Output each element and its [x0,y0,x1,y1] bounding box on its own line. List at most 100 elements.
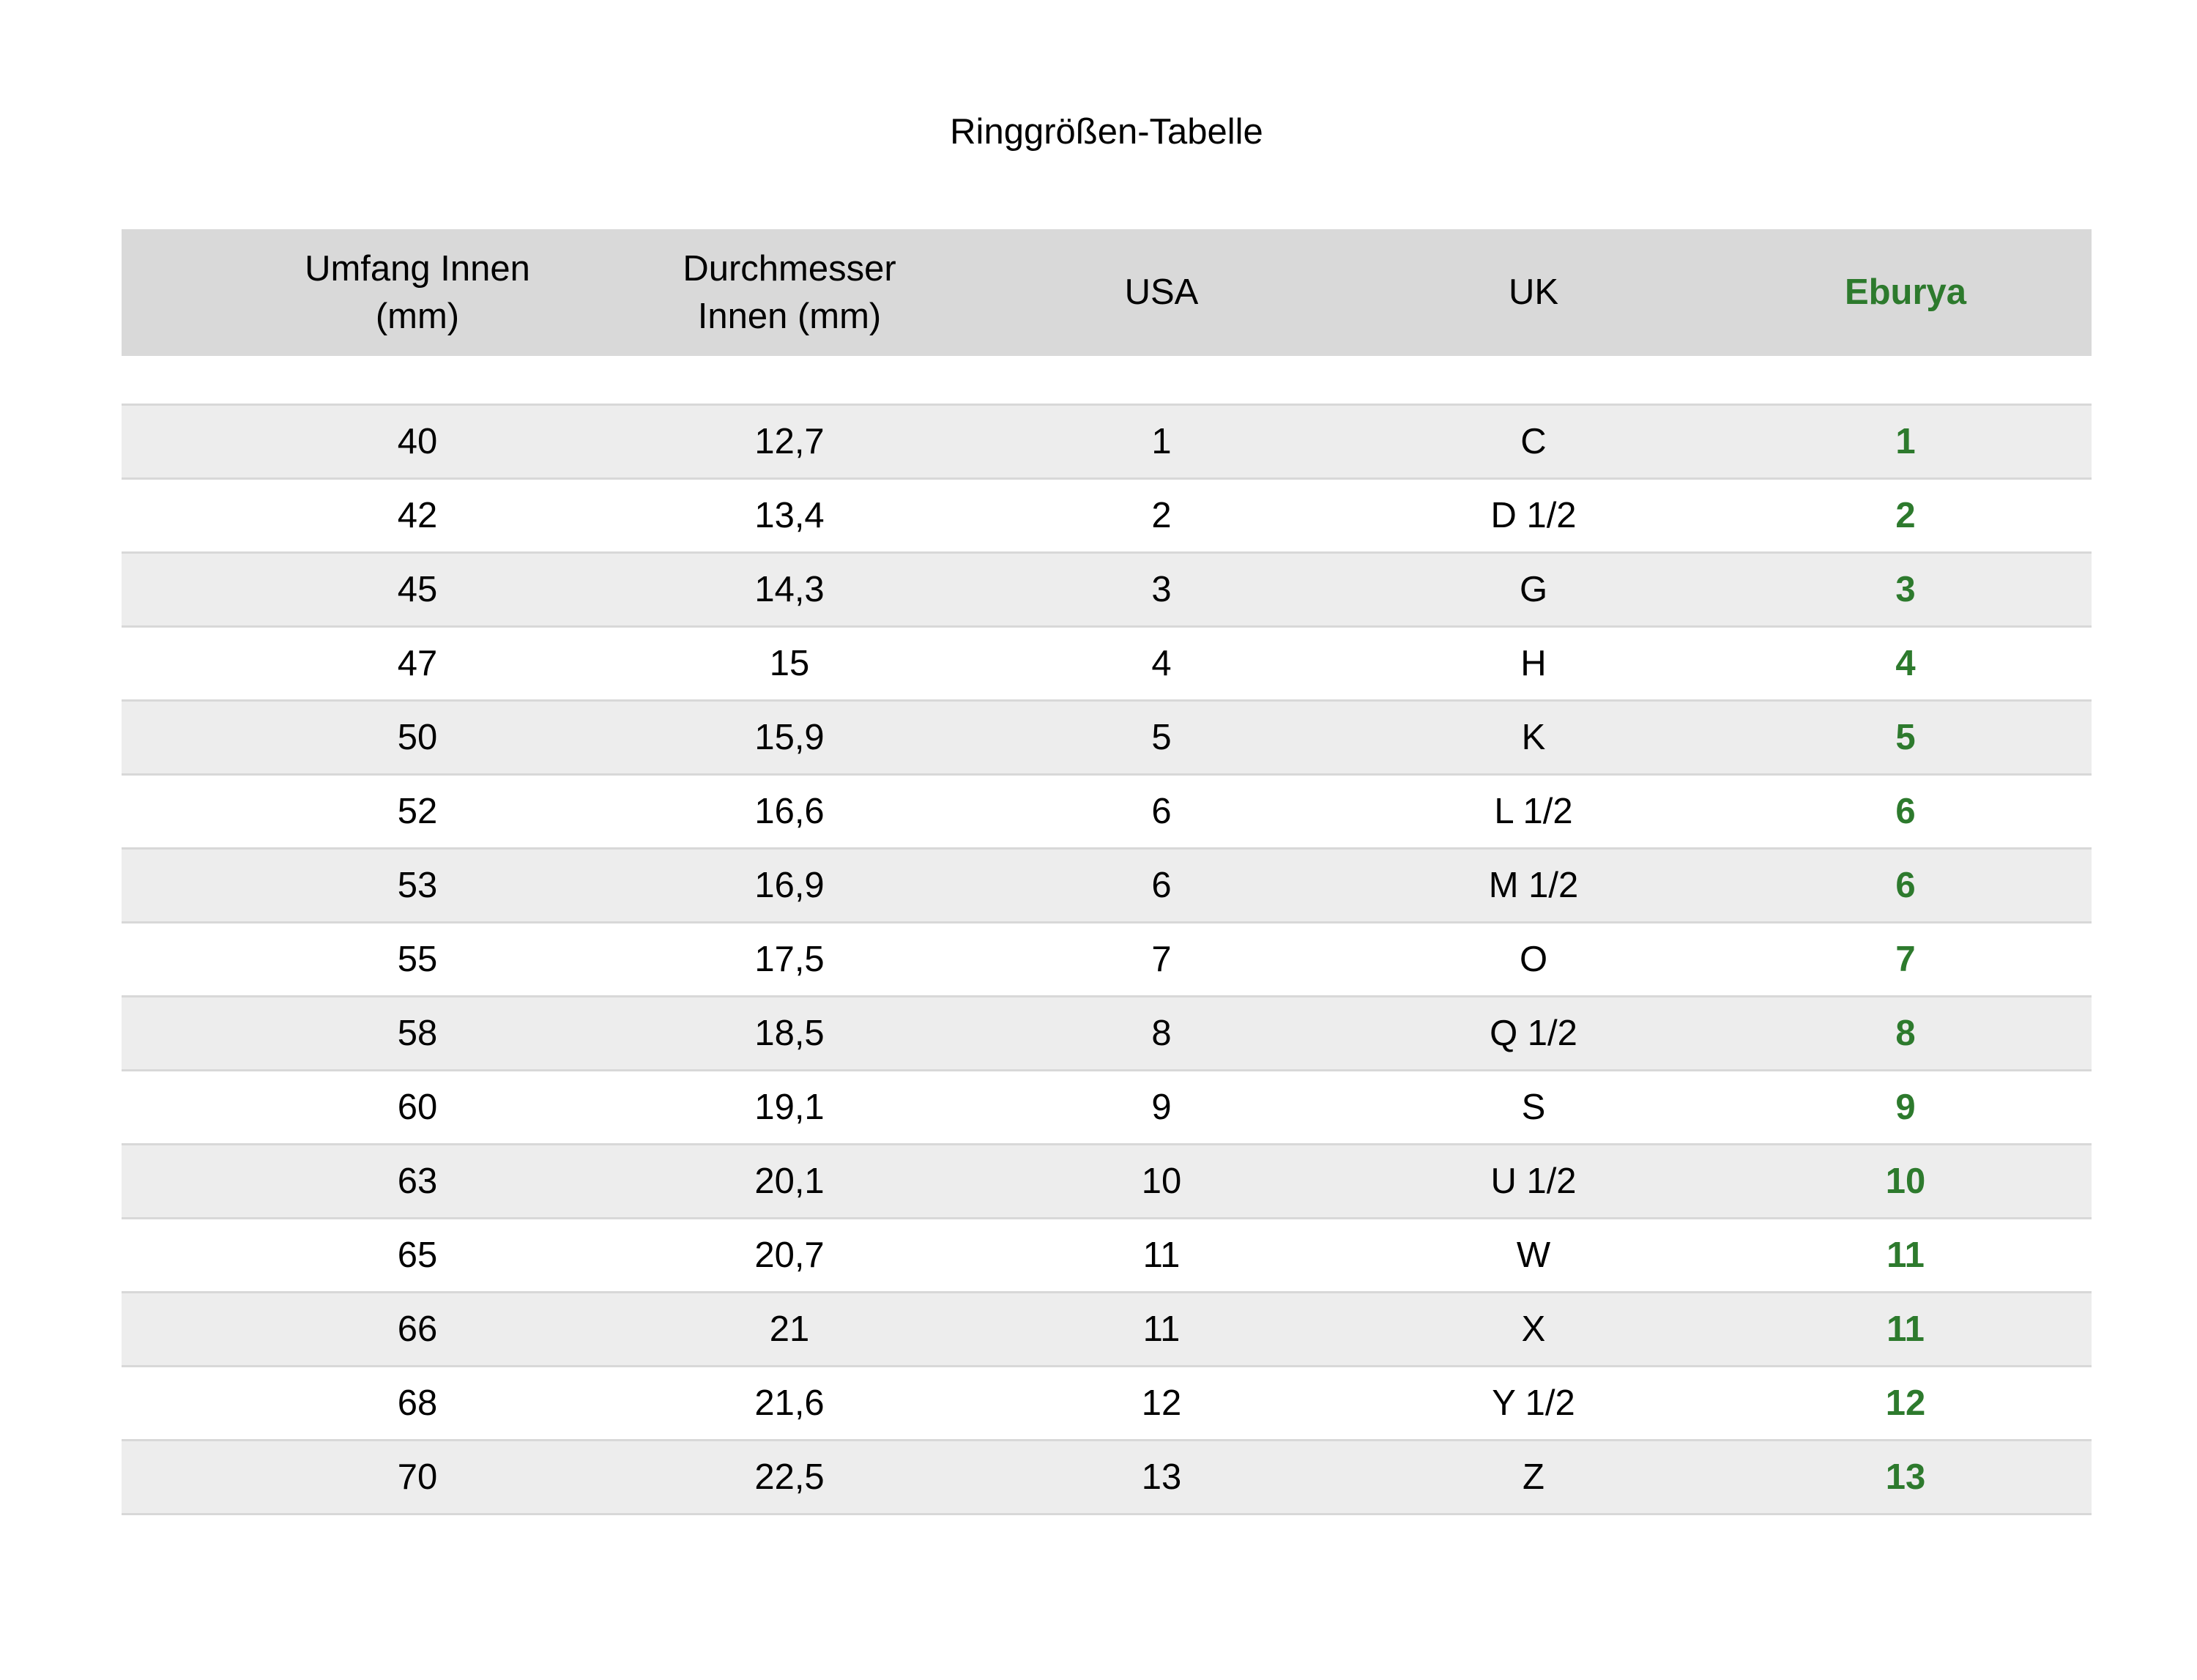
cell-eburya: 1 [1895,421,1916,461]
page-title: Ringgrößen-Tabelle [950,112,1263,152]
cell-uk: C [1520,421,1547,461]
cell-usa: 11 [1142,1309,1181,1349]
column-header-eburya: Eburya [1844,272,1967,313]
cell-durchmesser-innen: 16,6 [754,791,825,831]
table-row: 45 14,3 3 G 3 [122,551,2092,625]
cell-umfang-innen: 45 [397,569,438,609]
cell-durchmesser-innen: 20,7 [754,1235,825,1275]
table-header-row: Umfang Innen (mm) Durchmesser Innen (mm)… [122,229,2092,356]
cell-uk: H [1520,643,1547,683]
table-row: 66 21 11 X 11 [122,1291,2092,1365]
cell-umfang-innen: 60 [397,1087,438,1127]
cell-eburya: 6 [1895,791,1916,831]
cell-umfang-innen: 50 [397,717,438,757]
cell-usa: 4 [1151,643,1172,683]
cell-usa: 6 [1151,791,1172,831]
cell-usa: 1 [1151,421,1172,461]
cell-durchmesser-innen: 12,7 [754,421,825,461]
table-row: 65 20,7 11 W 11 [122,1217,2092,1291]
cell-uk: K [1521,717,1546,757]
cell-durchmesser-innen: 17,5 [754,939,825,979]
cell-umfang-innen: 55 [397,939,438,979]
table-row: 53 16,9 6 M 1/2 6 [122,847,2092,921]
table-row: 47 15 4 H 4 [122,625,2092,699]
cell-umfang-innen: 70 [397,1457,438,1497]
cell-umfang-innen: 42 [397,495,438,535]
cell-uk: U 1/2 [1490,1161,1577,1201]
table-row: 68 21,6 12 Y 1/2 12 [122,1365,2092,1439]
cell-umfang-innen: 52 [397,791,438,831]
cell-eburya: 8 [1895,1013,1916,1053]
cell-usa: 9 [1151,1087,1172,1127]
column-header-uk: UK [1508,272,1559,313]
cell-uk: G [1519,569,1548,609]
cell-durchmesser-innen: 13,4 [754,495,825,535]
cell-durchmesser-innen: 15,9 [754,717,825,757]
cell-umfang-innen: 40 [397,421,438,461]
table-row: 60 19,1 9 S 9 [122,1069,2092,1143]
cell-eburya: 2 [1895,495,1916,535]
column-header-umfang-innen: Umfang Innen (mm) [305,248,530,336]
cell-eburya: 6 [1895,865,1916,905]
cell-usa: 5 [1151,717,1172,757]
table-row: 40 12,7 1 C 1 [122,404,2092,477]
cell-eburya: 3 [1895,569,1916,609]
cell-eburya: 11 [1886,1235,1925,1275]
cell-uk: O [1519,939,1548,979]
cell-uk: M 1/2 [1488,865,1579,905]
table-row: 55 17,5 7 O 7 [122,921,2092,995]
cell-eburya: 9 [1895,1087,1916,1127]
cell-eburya: 4 [1895,643,1916,683]
cell-uk: Q 1/2 [1490,1013,1577,1053]
cell-durchmesser-innen: 18,5 [754,1013,825,1053]
cell-usa: 7 [1151,939,1172,979]
cell-usa: 6 [1151,865,1172,905]
cell-durchmesser-innen: 20,1 [754,1161,825,1201]
table-body: 40 12,7 1 C 1 42 13,4 2 D 1/2 2 45 14,3 … [122,404,2092,1515]
table-row: 63 20,1 10 U 1/2 10 [122,1143,2092,1217]
cell-uk: Z [1523,1457,1544,1497]
table-row: 52 16,6 6 L 1/2 6 [122,773,2092,847]
cell-eburya: 12 [1885,1383,1926,1423]
cell-uk: L 1/2 [1494,791,1573,831]
cell-uk: D 1/2 [1490,495,1577,535]
cell-uk: S [1521,1087,1546,1127]
cell-usa: 11 [1142,1235,1181,1275]
cell-umfang-innen: 58 [397,1013,438,1053]
cell-usa: 12 [1141,1383,1182,1423]
table-row: 70 22,5 13 Z 13 [122,1439,2092,1515]
cell-uk: X [1521,1309,1546,1349]
cell-eburya: 7 [1895,939,1916,979]
cell-usa: 13 [1141,1457,1182,1497]
cell-umfang-innen: 53 [397,865,438,905]
cell-usa: 10 [1141,1161,1182,1201]
cell-usa: 8 [1151,1013,1172,1053]
cell-eburya: 10 [1885,1161,1926,1201]
cell-eburya: 13 [1885,1457,1926,1497]
cell-umfang-innen: 47 [397,643,438,683]
cell-durchmesser-innen: 19,1 [754,1087,825,1127]
cell-umfang-innen: 63 [397,1161,438,1201]
ring-size-table: Umfang Innen (mm) Durchmesser Innen (mm)… [122,229,2092,1515]
table-row: 42 13,4 2 D 1/2 2 [122,477,2092,551]
cell-umfang-innen: 66 [397,1309,438,1349]
cell-durchmesser-innen: 16,9 [754,865,825,905]
cell-uk: Y 1/2 [1492,1383,1575,1423]
cell-usa: 3 [1151,569,1172,609]
column-header-durchmesser-innen: Durchmesser Innen (mm) [683,248,896,336]
cell-eburya: 5 [1895,717,1916,757]
cell-durchmesser-innen: 22,5 [754,1457,825,1497]
cell-umfang-innen: 68 [397,1383,438,1423]
cell-umfang-innen: 65 [397,1235,438,1275]
table-row: 50 15,9 5 K 5 [122,699,2092,773]
cell-durchmesser-innen: 21 [769,1309,810,1349]
cell-uk: W [1516,1235,1551,1275]
cell-eburya: 11 [1886,1309,1925,1349]
table-row: 58 18,5 8 Q 1/2 8 [122,995,2092,1069]
column-header-usa: USA [1124,272,1199,313]
cell-durchmesser-innen: 15 [769,643,810,683]
cell-durchmesser-innen: 14,3 [754,569,825,609]
cell-durchmesser-innen: 21,6 [754,1383,825,1423]
cell-usa: 2 [1151,495,1172,535]
